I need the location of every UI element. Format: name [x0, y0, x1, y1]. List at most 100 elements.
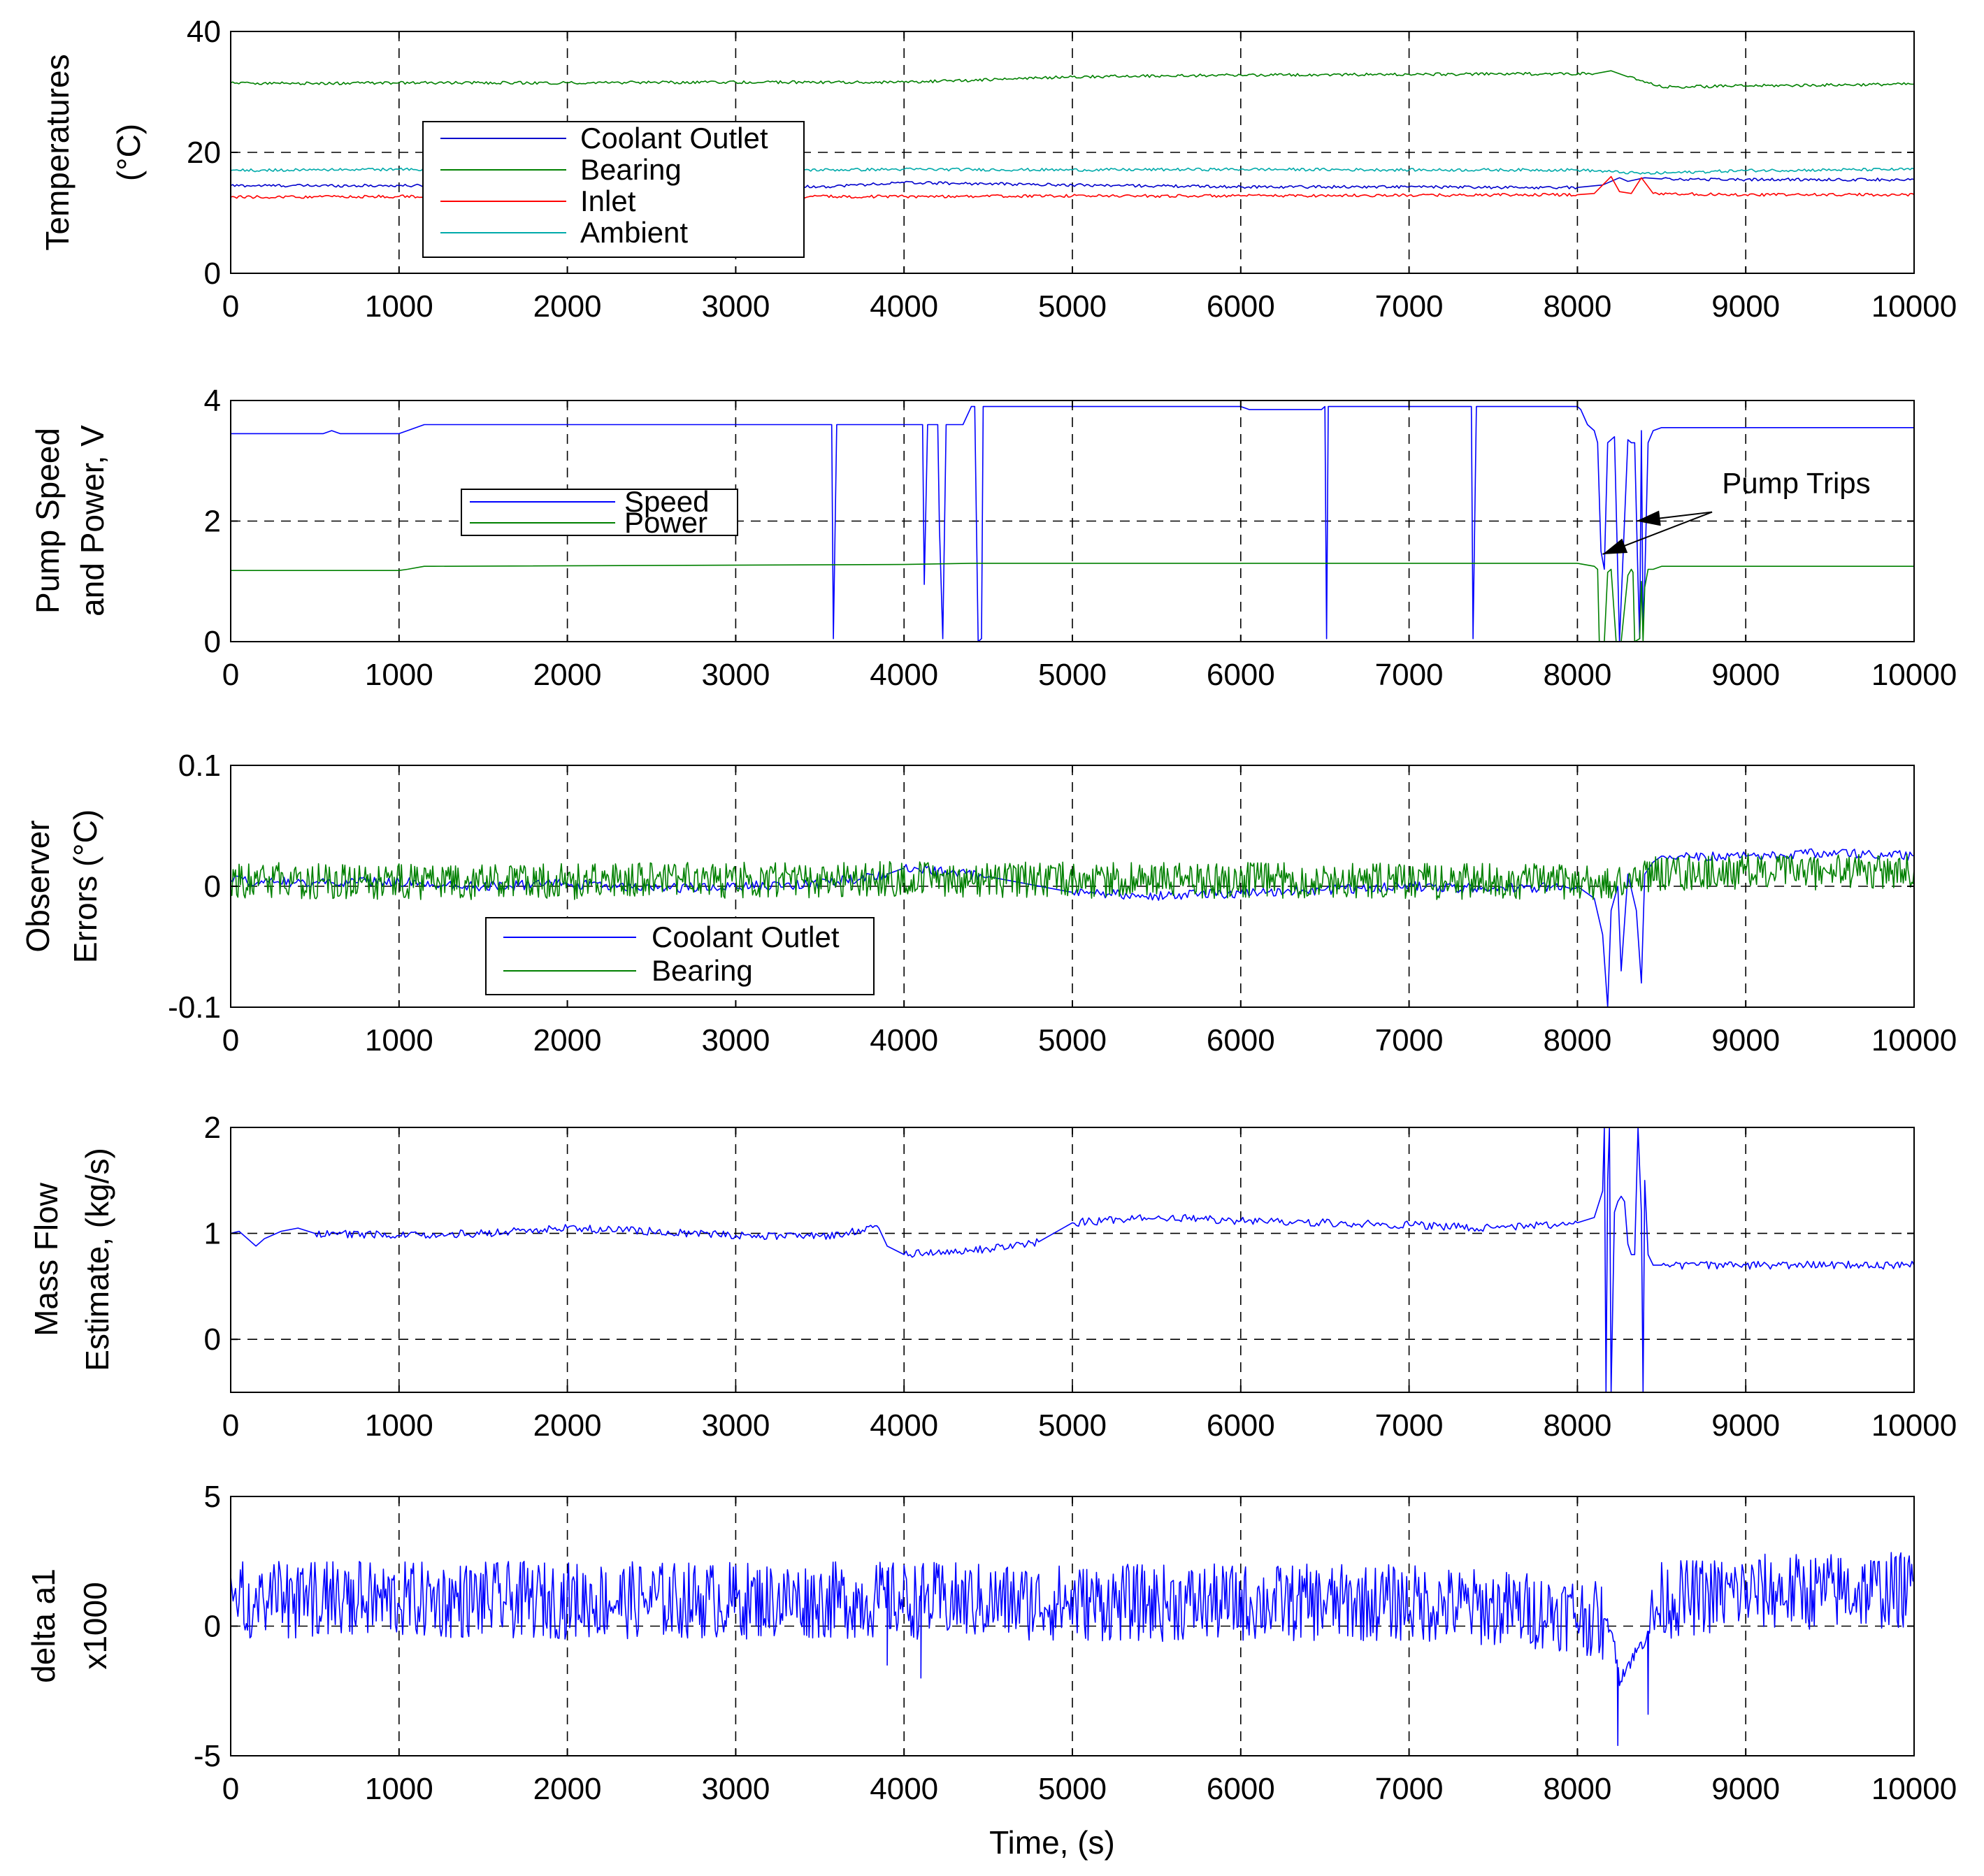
x-tick-label: 4000 [870, 289, 938, 324]
y-tick-label: 1 [204, 1217, 221, 1251]
x-tick-label: 5000 [1038, 289, 1107, 324]
x-tick-label: 1000 [365, 1772, 433, 1806]
y-tick-label: -0.1 [168, 990, 221, 1025]
legend-entry: Bearing [580, 153, 682, 186]
x-tick-label: 0 [222, 1772, 239, 1806]
series-line-speed [231, 405, 1914, 642]
x-tick-label: 5000 [1038, 1408, 1107, 1443]
x-tick-label: 10000 [1871, 289, 1957, 324]
annotation-label: Pump Trips [1722, 466, 1870, 499]
y-tick-label: 4 [204, 384, 221, 418]
y-axis-label: delta a1 [25, 1568, 62, 1683]
y-tick-label: -5 [194, 1739, 221, 1773]
x-tick-label: 4000 [870, 1408, 938, 1443]
x-tick-label: 9000 [1711, 1023, 1780, 1058]
y-axis-label: Observer [20, 820, 56, 952]
x-tick-label: 3000 [701, 1023, 770, 1058]
x-tick-label: 9000 [1711, 1772, 1780, 1806]
y-axis-label: x1000 [77, 1582, 113, 1669]
y-axis-label: Pump Speed [29, 428, 66, 614]
y-tick-label: 40 [187, 15, 221, 49]
x-tick-label: 2000 [533, 1772, 602, 1806]
legend-entry: Coolant Outlet [580, 122, 768, 154]
x-tick-label: 6000 [1207, 1023, 1275, 1058]
x-tick-label: 7000 [1375, 1772, 1444, 1806]
x-tick-label: 6000 [1207, 1772, 1275, 1806]
x-tick-label: 0 [222, 658, 239, 692]
x-tick-label: 2000 [533, 1408, 602, 1443]
x-axis-label: Time, (s) [989, 1824, 1115, 1861]
x-tick-label: 10000 [1871, 1023, 1957, 1058]
x-tick-label: 3000 [701, 658, 770, 692]
x-tick-label: 1000 [365, 658, 433, 692]
x-tick-label: 1000 [365, 1023, 433, 1058]
observer-errors-panel: 0 1000 2000 3000 4000 5000 6000 7000 8000 9000 100… [20, 749, 1957, 1058]
x-tick-label: 7000 [1375, 658, 1444, 692]
x-tick-label: 7000 [1375, 1023, 1444, 1058]
x-tick-label: 7000 [1375, 1408, 1444, 1443]
x-tick-label: 2000 [533, 1023, 602, 1058]
legend-entry: Power [624, 506, 707, 539]
x-tick-label: 2000 [533, 658, 602, 692]
series-line-mass-flow-estimate [231, 1127, 1914, 1393]
series-line-power [231, 563, 1914, 642]
y-tick-label: 0 [204, 625, 221, 659]
x-tick-label: 8000 [1543, 658, 1611, 692]
x-tick-label: 10000 [1871, 658, 1957, 692]
y-tick-label: 0 [204, 870, 221, 904]
x-tick-label: 8000 [1543, 1023, 1611, 1058]
x-tick-label: 9000 [1711, 1408, 1780, 1443]
legend-box [485, 917, 875, 995]
annotation-arrowhead [1602, 538, 1628, 554]
y-axis-label: Estimate, (kg/s) [79, 1148, 115, 1371]
series-line-delta-a1 [231, 1552, 1914, 1746]
x-tick-label: 1000 [365, 1408, 433, 1443]
series-group [231, 405, 1914, 642]
legend-entry: Speed [624, 485, 709, 518]
x-tick-label: 1000 [365, 289, 433, 324]
x-tick-label: 6000 [1207, 658, 1275, 692]
y-tick-label: 0.1 [178, 749, 221, 783]
x-tick-label: 5000 [1038, 1023, 1107, 1058]
x-tick-label: 9000 [1711, 289, 1780, 324]
x-tick-label: 8000 [1543, 1772, 1611, 1806]
pump-speed-power-panel: 0 1000 2000 3000 4000 5000 6000 7000 8000 9000 100… [29, 384, 1957, 692]
x-tick-label: 5000 [1038, 658, 1107, 692]
x-tick-label: 2000 [533, 289, 602, 324]
annotation: Pump Trips [1602, 466, 1871, 555]
legend-box [422, 121, 805, 258]
y-axis-label: Temperatures [39, 54, 76, 250]
temperatures-panel: 0 1000 2000 3000 4000 5000 6000 7000 8000 9000 100… [39, 15, 1957, 324]
mass-flow-panel: 0 1000 2000 3000 4000 5000 6000 7000 8000 9000 100… [28, 1111, 1957, 1443]
x-tick-label: 0 [222, 1023, 239, 1058]
x-tick-label: 10000 [1871, 1408, 1957, 1443]
x-tick-label: 0 [222, 289, 239, 324]
annotation-arrowhead [1636, 510, 1661, 526]
x-tick-label: 10000 [1871, 1772, 1957, 1806]
series-group [231, 848, 1914, 1008]
x-tick-label: 8000 [1543, 289, 1611, 324]
x-tick-label: 3000 [701, 1772, 770, 1806]
legend-entry: Inlet [580, 185, 636, 217]
x-tick-label: 7000 [1375, 289, 1444, 324]
x-tick-label: 5000 [1038, 1772, 1107, 1806]
y-tick-label: 5 [204, 1480, 221, 1514]
y-tick-label: 0 [204, 1322, 221, 1357]
y-axis-label: Mass Flow [28, 1182, 64, 1336]
x-tick-label: 4000 [870, 658, 938, 692]
legend-entry: Bearing [652, 954, 753, 987]
series-line-bearing [231, 853, 1914, 900]
series-line-bearing [231, 70, 1914, 89]
x-tick-label: 3000 [701, 289, 770, 324]
y-axis-label: and Power, V [74, 425, 110, 616]
x-tick-label: 6000 [1207, 1408, 1275, 1443]
delta-a1-panel: 0 1000 2000 3000 4000 5000 6000 7000 8000 9000 100… [25, 1480, 1957, 1806]
x-tick-label: 0 [222, 1408, 239, 1443]
x-tick-label: 6000 [1207, 289, 1275, 324]
y-tick-label: 0 [204, 1610, 221, 1644]
y-tick-label: 0 [204, 257, 221, 291]
y-tick-label: 2 [204, 1111, 221, 1145]
